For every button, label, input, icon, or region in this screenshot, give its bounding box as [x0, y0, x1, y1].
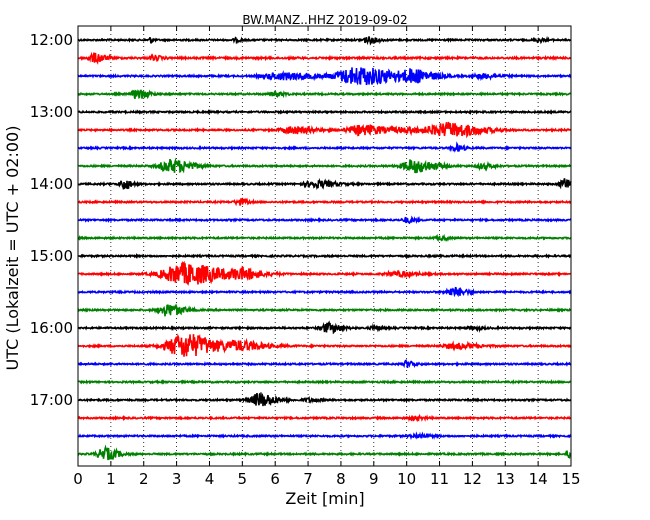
chart-title: BW.MANZ..HHZ 2019-09-02 — [242, 13, 407, 27]
y-tick-label: 14:00 — [30, 175, 73, 193]
trace-1715 — [77, 413, 572, 423]
y-tick-label: 16:00 — [30, 319, 73, 337]
trace-1330 — [77, 141, 572, 153]
trace-1500 — [77, 252, 572, 260]
trace-1745 — [77, 444, 572, 461]
y-axis-label: UTC (Lokalzeit = UTC + 02:00) — [3, 126, 22, 371]
trace-1530 — [77, 286, 572, 298]
trace-1200 — [77, 35, 572, 46]
trace-1615 — [77, 333, 572, 357]
x-tick-label: 5 — [238, 470, 248, 488]
trace-1445 — [77, 233, 572, 243]
trace-1515 — [77, 260, 572, 286]
trace-1430 — [77, 215, 572, 225]
x-tick-label: 6 — [270, 470, 280, 488]
y-tick-label: 12:00 — [30, 31, 73, 49]
trace-1245 — [77, 89, 572, 100]
seismogram-traces — [77, 35, 572, 461]
x-tick-label: 8 — [336, 470, 346, 488]
x-tick-label: 10 — [397, 470, 416, 488]
plot-frame — [77, 25, 572, 467]
trace-1400 — [77, 178, 572, 190]
trace-1215 — [77, 51, 572, 65]
vertical-grid — [110, 26, 539, 466]
y-tick-label: 17:00 — [30, 391, 73, 409]
trace-1300 — [77, 108, 572, 116]
trace-1700 — [77, 391, 572, 407]
trace-1230 — [77, 67, 572, 86]
trace-1545 — [77, 303, 572, 317]
x-tick-label: 2 — [139, 470, 149, 488]
trace-1730 — [77, 431, 572, 441]
x-tick-label: 11 — [430, 470, 449, 488]
trace-1645 — [77, 378, 572, 385]
y-tick-label: 13:00 — [30, 103, 73, 121]
x-tick-label: 12 — [463, 470, 482, 488]
x-tick-label: 13 — [496, 470, 515, 488]
x-tick-label: 7 — [303, 470, 313, 488]
trace-1630 — [77, 359, 572, 369]
x-tick-label: 0 — [73, 470, 83, 488]
y-tick-label: 15:00 — [30, 247, 73, 265]
trace-1315 — [77, 121, 572, 139]
x-tick-label: 15 — [561, 470, 580, 488]
x-tick-label: 4 — [205, 470, 215, 488]
trace-1600 — [77, 320, 572, 335]
axis-ticks: 0 1 2 3 4 5 6 7 8 9 10 11 12 13 14 1512:0013:0014:0015:… — [30, 26, 581, 488]
trace-1415 — [77, 197, 572, 207]
x-tick-label: 1 — [106, 470, 116, 488]
x-tick-label: 9 — [369, 470, 379, 488]
x-tick-label: 3 — [172, 470, 182, 488]
x-axis-label: Zeit [min] — [285, 489, 364, 508]
x-tick-label: 14 — [529, 470, 548, 488]
trace-1345 — [77, 157, 572, 174]
